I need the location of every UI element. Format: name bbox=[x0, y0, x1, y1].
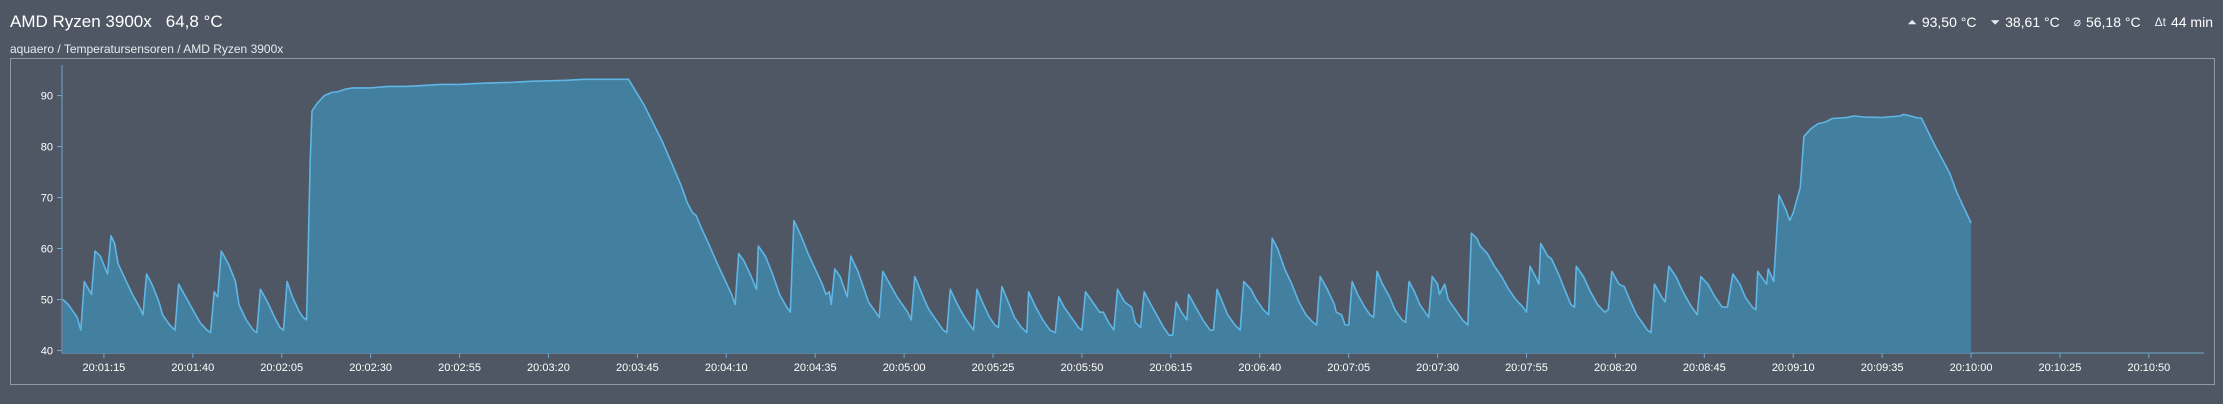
min-value: 38,61 °C bbox=[2005, 14, 2060, 30]
x-tick-label: 20:03:20 bbox=[527, 362, 570, 374]
stats-bar: ⏶ 93,50 °C ⏷ 38,61 °C ⌀ 56,18 °C Δt 44 m… bbox=[1907, 14, 2213, 30]
x-axis: 20:01:15 20:01:40 20:02:05 20:02:30 20:02:55… bbox=[62, 352, 2204, 374]
max-value: 93,50 °C bbox=[1921, 14, 1977, 30]
average-icon: ⌀ bbox=[2073, 15, 2081, 29]
x-tick-label: 20:02:30 bbox=[349, 362, 392, 374]
x-tick-label: 20:07:55 bbox=[1505, 362, 1548, 374]
x-tick-label: 20:01:15 bbox=[82, 362, 125, 374]
x-tick-label: 20:08:20 bbox=[1594, 362, 1637, 374]
average-stat: ⌀ 56,18 °C bbox=[2074, 14, 2141, 30]
widget-header: AMD Ryzen 3900x 64,8 °C aquaero / Tempera… bbox=[10, 8, 2213, 58]
x-tick-label: 20:10:25 bbox=[2039, 362, 2082, 374]
y-tick-label: 40 bbox=[41, 345, 53, 357]
current-temperature: 64,8 °C bbox=[165, 12, 223, 31]
x-tick-label: 20:06:15 bbox=[1149, 362, 1192, 374]
duration-value: 44 min bbox=[2170, 14, 2213, 30]
x-tick-label: 20:07:30 bbox=[1416, 362, 1459, 374]
x-tick-label: 20:09:10 bbox=[1772, 362, 1815, 374]
average-value: 56,18 °C bbox=[2085, 14, 2141, 30]
x-tick-label: 20:01:40 bbox=[171, 362, 214, 374]
max-stat: ⏶ 93,50 °C bbox=[1907, 14, 1976, 30]
x-tick-label: 20:10:00 bbox=[1950, 362, 1993, 374]
y-axis: 40 50 60 70 80 90 bbox=[41, 65, 63, 357]
x-tick-label: 20:06:40 bbox=[1238, 362, 1281, 374]
series-area bbox=[63, 79, 1972, 354]
x-tick-label: 20:05:25 bbox=[972, 362, 1015, 374]
breadcrumb: aquaero / Temperatursensoren / AMD Ryzen… bbox=[10, 42, 284, 56]
y-tick-label: 80 bbox=[41, 142, 53, 154]
max-icon: ⏶ bbox=[1907, 14, 1917, 29]
x-tick-label: 20:04:35 bbox=[794, 362, 837, 374]
series-layer bbox=[62, 78, 1972, 354]
x-tick-label: 20:10:50 bbox=[2127, 362, 2170, 374]
series-line bbox=[62, 78, 1972, 336]
duration-stat: Δt 44 min bbox=[2155, 14, 2213, 30]
y-tick-label: 70 bbox=[41, 193, 53, 205]
duration-icon: Δt bbox=[2154, 15, 2166, 29]
chart-panel: 40 50 60 70 80 90 20:01:15 20:01:40 20:02:05 20:… bbox=[10, 58, 2215, 385]
y-tick-label: 50 bbox=[41, 294, 53, 306]
x-tick-label: 20:04:10 bbox=[705, 362, 748, 374]
x-tick-label: 20:03:45 bbox=[616, 362, 659, 374]
x-tick-label: 20:07:05 bbox=[1327, 362, 1370, 374]
sensor-title: AMD Ryzen 3900x 64,8 °C bbox=[10, 12, 223, 32]
min-icon: ⏷ bbox=[1990, 14, 2001, 29]
x-tick-label: 20:05:50 bbox=[1061, 362, 1104, 374]
x-tick-label: 20:02:55 bbox=[438, 362, 481, 374]
sensor-name: AMD Ryzen 3900x bbox=[10, 12, 152, 31]
y-tick-label: 90 bbox=[41, 91, 53, 103]
x-tick-label: 20:05:00 bbox=[883, 362, 926, 374]
x-tick-label: 20:09:35 bbox=[1861, 362, 1904, 374]
y-tick-label: 60 bbox=[41, 244, 53, 256]
x-tick-label: 20:08:45 bbox=[1683, 362, 1726, 374]
x-tick-label: 20:02:05 bbox=[260, 362, 303, 374]
min-stat: ⏷ 38,61 °C bbox=[1990, 14, 2059, 30]
